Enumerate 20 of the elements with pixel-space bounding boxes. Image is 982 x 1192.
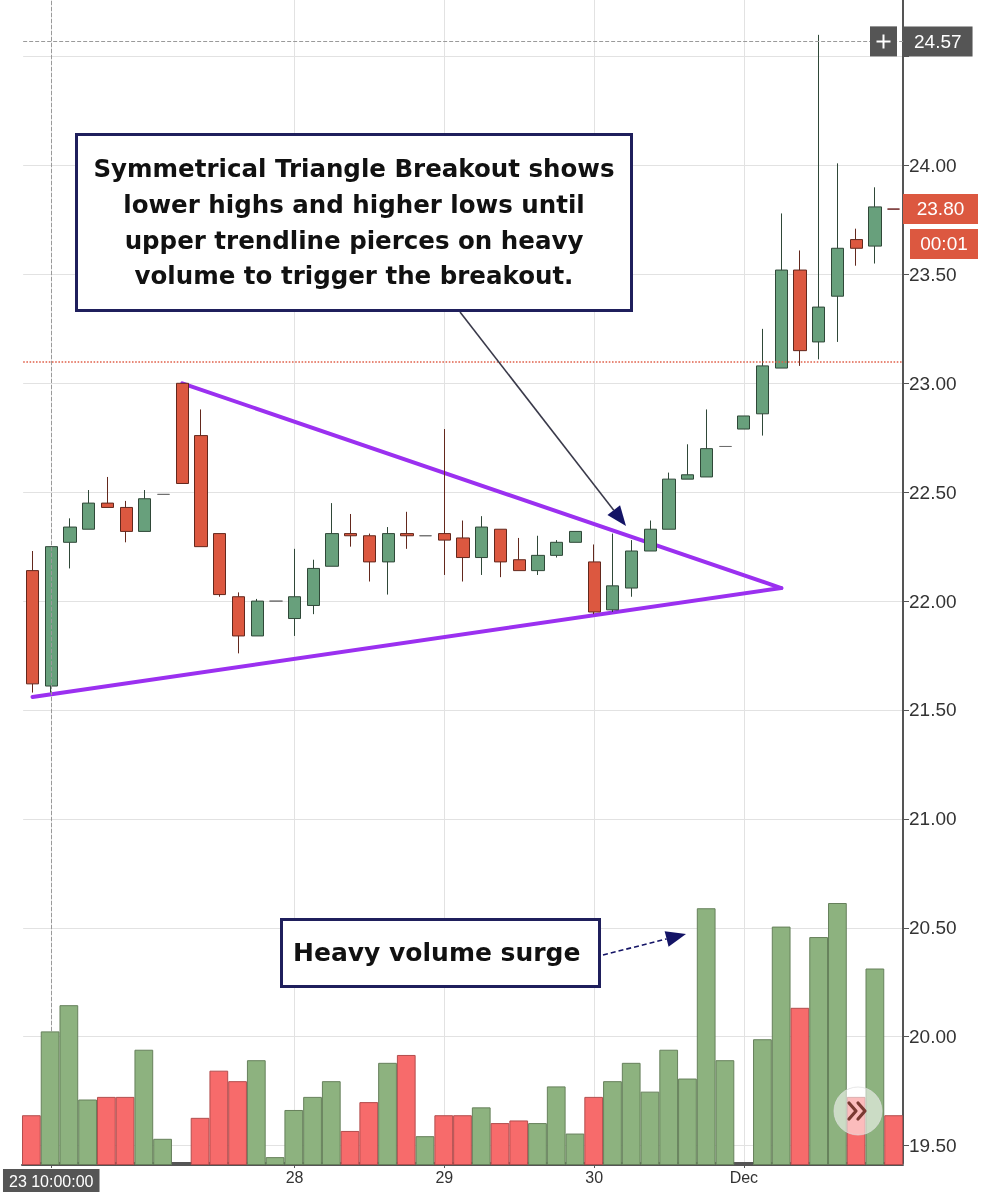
- y-tick-label: 22.00: [909, 590, 957, 612]
- text: 00:01: [910, 229, 978, 260]
- y-tick-label: 22.50: [909, 481, 957, 503]
- y-tick-label: 20.00: [909, 1026, 957, 1048]
- text: 23.80: [903, 194, 978, 225]
- y-tick-label: 24.00: [909, 155, 957, 177]
- y-tick-label: 19.50: [909, 1135, 957, 1157]
- x-tick-label: Dec: [729, 1168, 759, 1186]
- ref-line-label: 24.57: [914, 30, 962, 52]
- x-tick-label: 23 10:00:00: [8, 1172, 94, 1190]
- y-tick-label: 23.00: [909, 372, 957, 394]
- y-tick-label: 20.50: [909, 917, 957, 939]
- x-tick-label: 30: [585, 1168, 604, 1186]
- annotation: Heavy volume surge: [293, 936, 581, 969]
- x-tick-label: 29: [435, 1168, 454, 1186]
- annotation: Symmetrical Triangle Breakout shows lower highs and higher lows until upper trendline pierces on heavy volume to trigger the breakout.: [92, 153, 616, 292]
- y-tick-label: 23.50: [909, 263, 957, 285]
- y-tick-label: 21.00: [909, 808, 957, 830]
- y-tick-label: 21.50: [909, 699, 957, 721]
- x-tick-label: 28: [285, 1168, 304, 1186]
